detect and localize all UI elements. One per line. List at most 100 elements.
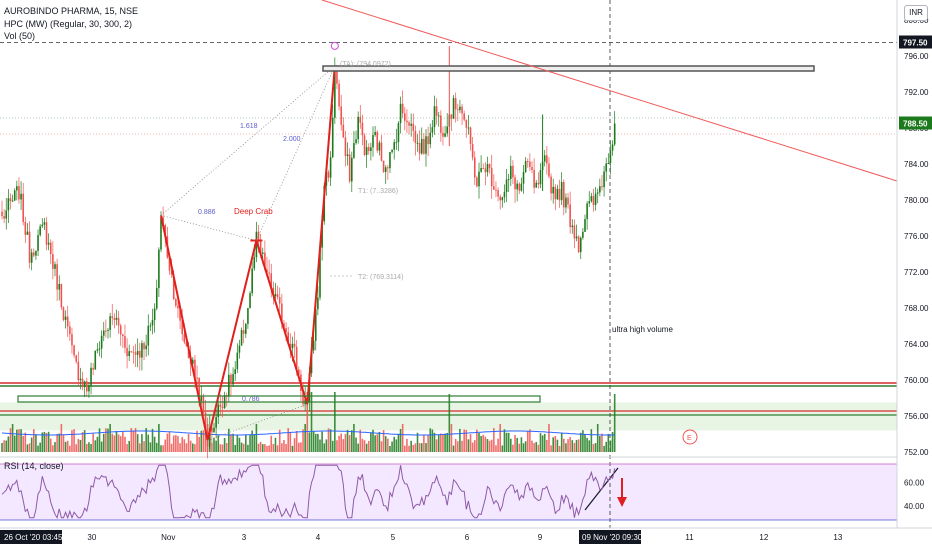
candle-body (353, 143, 355, 158)
volume-bar (594, 443, 597, 452)
candle-body (531, 167, 533, 170)
price-tick-label: 796.00 (904, 52, 929, 61)
pattern-zone-box (17, 395, 541, 403)
volume-bar (278, 429, 281, 452)
candle-body (327, 172, 330, 178)
volume-bar (192, 443, 194, 452)
volume-bar (493, 428, 495, 452)
time-tick-label: 11 (685, 533, 694, 542)
candle-body (22, 193, 24, 222)
volume-bar (298, 442, 300, 452)
candle-body (440, 115, 442, 133)
volume-bar (340, 433, 342, 452)
candle-body (139, 350, 141, 358)
candle-body (418, 142, 421, 154)
candle-body (450, 114, 453, 119)
rsi-band (0, 464, 897, 520)
candle-body (94, 350, 97, 370)
volume-bar (300, 442, 302, 452)
volume-bar (164, 439, 167, 452)
candle-body (471, 144, 474, 158)
candle-body (579, 237, 582, 253)
candle-body (302, 390, 304, 405)
candle-body (119, 325, 122, 335)
candle-body (236, 352, 239, 370)
volume-bar (331, 440, 334, 452)
volume-bar (113, 435, 116, 452)
candle-body (247, 308, 249, 324)
volume-bar (336, 440, 338, 452)
volume-bar (35, 434, 37, 452)
candle-body (486, 164, 489, 173)
candle-body (62, 307, 65, 320)
candle-body (69, 326, 71, 335)
price-tick-label: 760.00 (904, 376, 929, 385)
volume-bar (102, 433, 105, 452)
volume-bar (516, 437, 518, 452)
crosshair-price-label: 797.50 (903, 39, 928, 48)
candle-body (334, 70, 336, 118)
volume-bar (52, 445, 54, 452)
point-d-marker (330, 41, 339, 50)
volume-bar (62, 434, 65, 452)
candle-body (198, 378, 200, 401)
volume-bar (175, 435, 177, 452)
start-date-tag (0, 530, 62, 544)
volume-bar (107, 428, 109, 452)
candle-body (128, 351, 130, 357)
time-tick-label: 6 (465, 533, 470, 542)
volume-bar (552, 437, 554, 452)
candle-body (185, 342, 188, 347)
volume-bar (259, 441, 262, 452)
candle-body (105, 330, 107, 332)
indicator-legend[interactable]: HPC (MW) (Regular, 30, 300, 2) (4, 19, 133, 29)
volume-bar (605, 441, 607, 452)
currency-button[interactable]: INR (904, 5, 928, 21)
volume-bar (359, 429, 362, 452)
volume-bar (181, 437, 183, 452)
volume-bar (90, 444, 92, 452)
volume-bar (221, 444, 224, 452)
candle-body (355, 139, 357, 144)
volume-bar (452, 445, 455, 452)
candle-body (194, 359, 196, 378)
volume-bar (423, 435, 425, 452)
volume-bar (312, 431, 315, 452)
volume-bar (219, 444, 222, 452)
price-tick-label: 768.00 (904, 304, 929, 313)
candle-body (401, 103, 404, 114)
volume-bar (26, 444, 29, 452)
candle-body (503, 192, 506, 198)
candle-body (493, 186, 495, 190)
volume-bar (571, 440, 574, 452)
volume-bar (198, 436, 200, 452)
symbol-legend[interactable]: AUROBINDO PHARMA, 15, NSE (4, 6, 139, 16)
candle-body (357, 116, 359, 140)
candle-body (111, 316, 114, 319)
volume-bar (531, 440, 533, 452)
candle-body (58, 284, 61, 290)
volume-bar (446, 432, 448, 452)
volume-bar (431, 429, 434, 452)
volume-bar (586, 437, 588, 452)
volume-bar (529, 429, 531, 452)
volume-legend[interactable]: Vol (50) (4, 31, 36, 41)
rsi-legend[interactable]: RSI (14, close) (4, 461, 64, 471)
candle-body (495, 189, 497, 191)
volume-bar (363, 440, 366, 452)
volume-bar (151, 428, 154, 452)
candle-body (60, 284, 63, 308)
volume-bar (440, 433, 442, 452)
candle-body (147, 325, 150, 346)
time-tick-label: 9 (538, 533, 543, 542)
candle-body (295, 346, 298, 370)
candle-body (478, 171, 480, 187)
candle-body (160, 217, 162, 250)
volume-bar (28, 443, 31, 452)
candle-body (312, 340, 315, 351)
volume-bar (490, 439, 493, 452)
descending-trendline (321, 0, 898, 182)
volume-bar (603, 445, 605, 452)
